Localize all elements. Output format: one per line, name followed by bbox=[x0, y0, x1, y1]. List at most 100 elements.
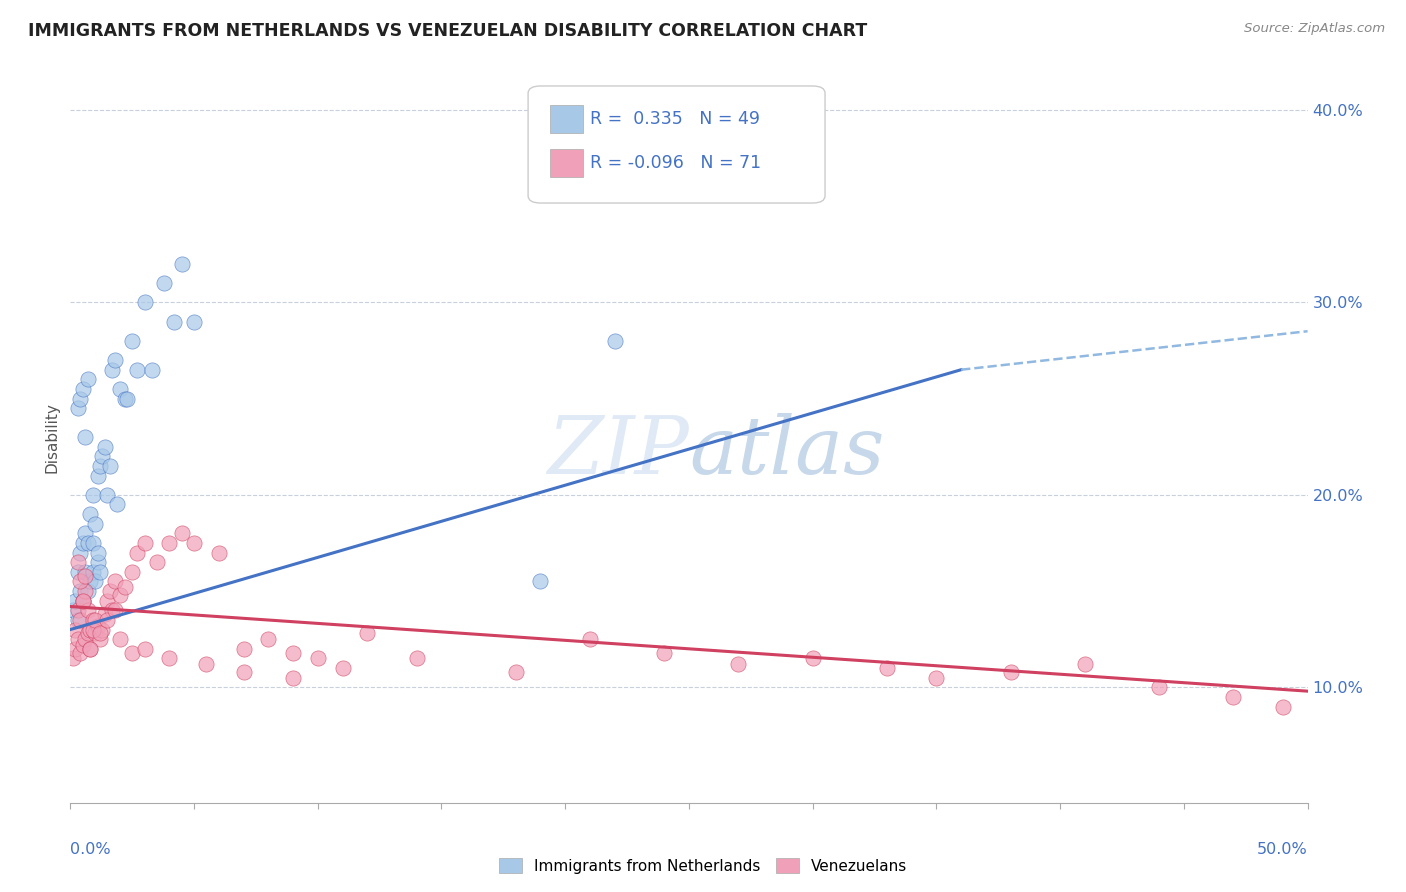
Point bbox=[170, 257, 193, 271]
Point bbox=[76, 372, 98, 386]
Point bbox=[876, 661, 898, 675]
FancyBboxPatch shape bbox=[529, 86, 825, 203]
Point bbox=[134, 641, 156, 656]
Point bbox=[89, 626, 111, 640]
Legend: Immigrants from Netherlands, Venezuelans: Immigrants from Netherlands, Venezuelans bbox=[492, 852, 914, 880]
Point bbox=[76, 603, 98, 617]
Point bbox=[79, 641, 101, 656]
Point bbox=[98, 584, 121, 599]
Point bbox=[101, 362, 124, 376]
Point bbox=[66, 565, 89, 579]
Point bbox=[76, 536, 98, 550]
Point bbox=[1074, 657, 1097, 672]
Point bbox=[134, 536, 156, 550]
Point bbox=[307, 651, 329, 665]
Point bbox=[356, 626, 378, 640]
Point bbox=[89, 458, 111, 473]
Point bbox=[75, 526, 97, 541]
Point bbox=[114, 392, 136, 406]
Point bbox=[65, 593, 87, 607]
Point bbox=[332, 661, 354, 675]
Point bbox=[96, 593, 118, 607]
Point bbox=[727, 657, 749, 672]
Point bbox=[75, 565, 97, 579]
Point bbox=[141, 362, 163, 376]
Point bbox=[69, 646, 91, 660]
Point bbox=[134, 295, 156, 310]
Point bbox=[89, 565, 111, 579]
FancyBboxPatch shape bbox=[550, 104, 582, 133]
Point bbox=[257, 632, 280, 647]
Point bbox=[157, 651, 180, 665]
Point bbox=[82, 488, 104, 502]
Point bbox=[603, 334, 626, 348]
Point bbox=[72, 593, 94, 607]
Point bbox=[195, 657, 218, 672]
Point bbox=[79, 507, 101, 521]
Point bbox=[208, 545, 231, 559]
Point bbox=[121, 646, 143, 660]
Point bbox=[72, 593, 94, 607]
Point bbox=[86, 468, 108, 483]
Point bbox=[82, 613, 104, 627]
Point bbox=[104, 574, 127, 589]
Point bbox=[66, 401, 89, 416]
Point bbox=[79, 623, 101, 637]
Point bbox=[104, 353, 127, 368]
Point bbox=[66, 613, 89, 627]
Point bbox=[65, 623, 87, 637]
Text: R = -0.096   N = 71: R = -0.096 N = 71 bbox=[591, 153, 761, 172]
Point bbox=[79, 574, 101, 589]
Point bbox=[82, 536, 104, 550]
Point bbox=[86, 618, 108, 632]
Point bbox=[84, 574, 107, 589]
Point bbox=[72, 536, 94, 550]
Point bbox=[183, 315, 205, 329]
Point bbox=[76, 584, 98, 599]
Point bbox=[69, 392, 91, 406]
Point bbox=[84, 626, 107, 640]
Point bbox=[86, 545, 108, 559]
Point bbox=[91, 450, 114, 464]
Text: ZIP: ZIP bbox=[547, 413, 689, 491]
Text: Source: ZipAtlas.com: Source: ZipAtlas.com bbox=[1244, 22, 1385, 36]
Point bbox=[82, 565, 104, 579]
Point bbox=[127, 362, 149, 376]
Point bbox=[232, 641, 254, 656]
Point bbox=[82, 623, 104, 637]
Point bbox=[72, 382, 94, 396]
Point bbox=[75, 632, 97, 647]
Point bbox=[157, 536, 180, 550]
Point bbox=[76, 626, 98, 640]
Point bbox=[1271, 699, 1294, 714]
Point bbox=[652, 646, 675, 660]
Point bbox=[89, 632, 111, 647]
Point bbox=[281, 646, 304, 660]
Point bbox=[925, 671, 948, 685]
Point bbox=[66, 632, 89, 647]
Point bbox=[72, 638, 94, 652]
Point bbox=[86, 555, 108, 569]
FancyBboxPatch shape bbox=[550, 149, 582, 177]
Point bbox=[1222, 690, 1244, 704]
Point bbox=[121, 334, 143, 348]
Point bbox=[69, 574, 91, 589]
Point bbox=[281, 671, 304, 685]
Point bbox=[96, 613, 118, 627]
Point bbox=[62, 603, 84, 617]
Point bbox=[75, 568, 97, 582]
Point bbox=[505, 665, 527, 679]
Point bbox=[66, 555, 89, 569]
Point bbox=[232, 665, 254, 679]
Point bbox=[69, 545, 91, 559]
Text: 0.0%: 0.0% bbox=[70, 842, 111, 856]
Point bbox=[94, 440, 117, 454]
Point bbox=[170, 526, 193, 541]
Point bbox=[1147, 681, 1170, 695]
Point bbox=[108, 382, 131, 396]
Point bbox=[108, 632, 131, 647]
Point bbox=[146, 555, 169, 569]
Text: atlas: atlas bbox=[689, 413, 884, 491]
Point bbox=[1000, 665, 1022, 679]
Point bbox=[69, 613, 91, 627]
